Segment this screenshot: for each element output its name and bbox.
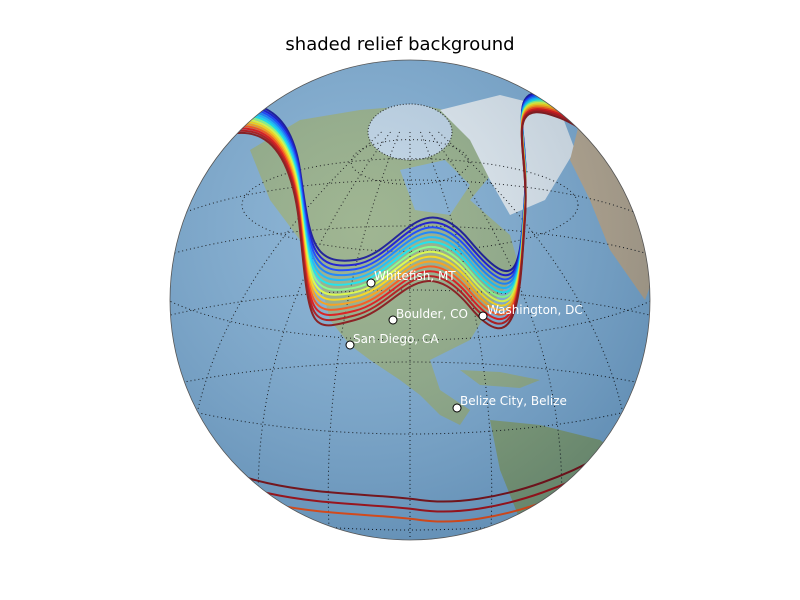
city-belize: Belize City, Belize bbox=[452, 394, 567, 413]
city-san-diego: San Diego, CA bbox=[345, 332, 439, 350]
city-label: Belize City, Belize bbox=[460, 394, 567, 408]
circle-marker bbox=[366, 278, 376, 288]
relief-shading bbox=[170, 60, 650, 540]
city-markers: Whitefish, MT Boulder, CO San Diego, CA … bbox=[345, 269, 583, 413]
city-label: Washington, DC bbox=[487, 303, 583, 317]
city-label: Whitefish, MT bbox=[374, 269, 456, 283]
circle-marker bbox=[452, 403, 462, 413]
map-title: shaded relief background bbox=[285, 34, 515, 55]
city-whitefish: Whitefish, MT bbox=[366, 269, 456, 288]
globe-outline bbox=[169, 59, 651, 541]
city-washington: Washington, DC bbox=[478, 303, 583, 321]
city-label: Boulder, CO bbox=[396, 307, 468, 321]
circle-marker bbox=[345, 340, 355, 350]
circle-marker bbox=[388, 315, 398, 325]
city-label: San Diego, CA bbox=[353, 332, 439, 346]
globe-surface bbox=[170, 60, 650, 540]
city-boulder: Boulder, CO bbox=[388, 307, 468, 325]
circle-marker bbox=[478, 311, 488, 321]
